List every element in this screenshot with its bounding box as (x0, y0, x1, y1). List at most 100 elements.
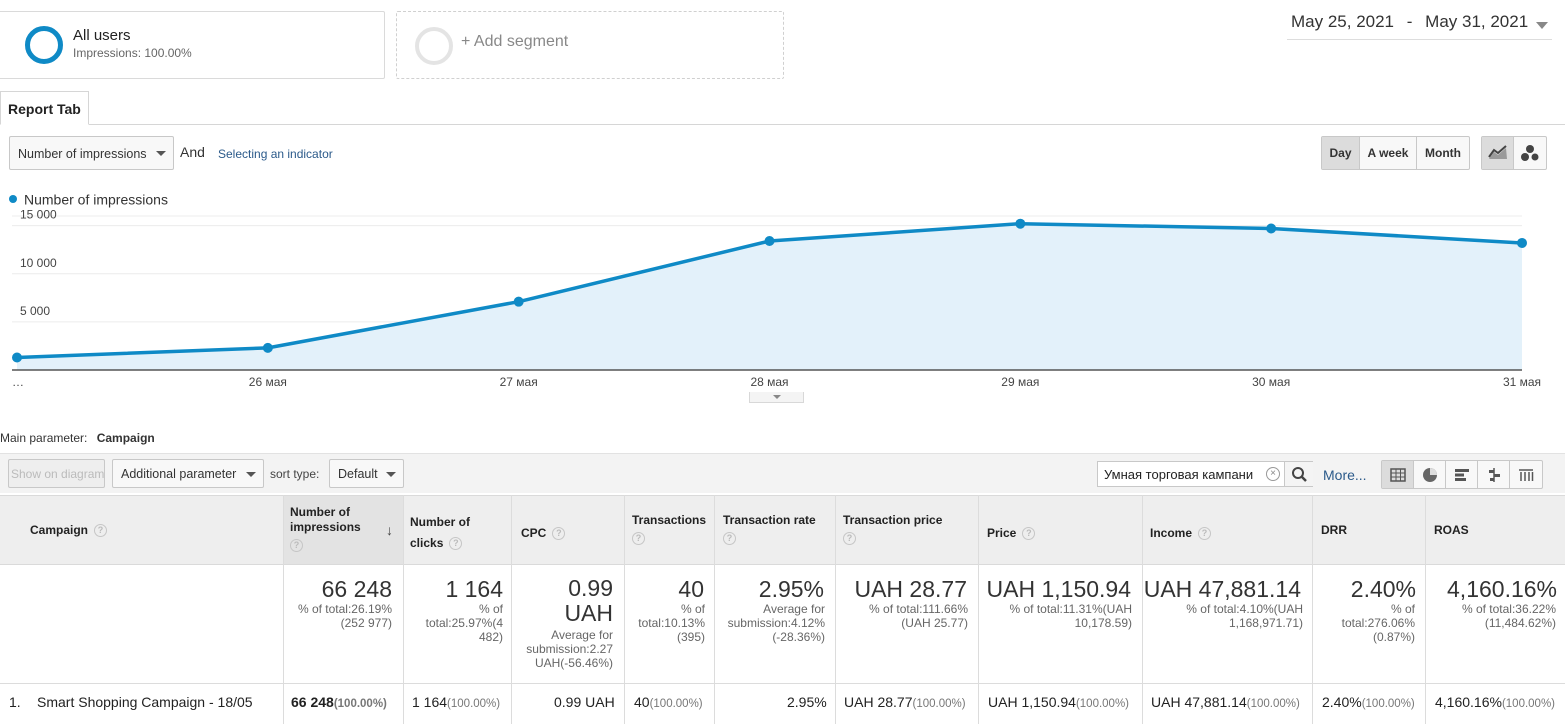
help-icon[interactable]: ? (632, 532, 645, 545)
pie-view-button[interactable] (1414, 461, 1446, 488)
total-transaction-price-note: % of total:111.66% (UAH 25.77) (869, 602, 968, 630)
x-tick-label: 28 мая (750, 375, 788, 389)
search-button[interactable] (1284, 462, 1313, 486)
chevron-down-icon (386, 471, 396, 477)
additional-parameter-label: Additional parameter (121, 467, 237, 481)
line-chart-button[interactable] (1482, 137, 1514, 169)
total-impressions: 66 248 (321, 576, 392, 602)
row-clicks: 1 164(100.00%) (412, 694, 501, 710)
help-icon[interactable]: ? (290, 539, 303, 552)
total-roas: 4,160.16% (1447, 576, 1557, 602)
header-transactions[interactable]: Transactions? (632, 513, 707, 545)
comparison-icon (1488, 467, 1500, 482)
help-icon[interactable]: ? (1198, 527, 1212, 541)
motion-chart-button[interactable] (1514, 137, 1546, 169)
additional-parameter-select[interactable]: Additional parameter (112, 459, 264, 488)
granularity-week-button[interactable]: A week (1360, 137, 1417, 169)
row-transaction-rate: 2.95% (787, 694, 827, 710)
help-icon[interactable]: ? (723, 532, 736, 545)
chevron-down-icon (156, 151, 166, 156)
row-campaign-link[interactable]: Smart Shopping Campaign - 18/05 (37, 694, 253, 710)
chart-expand-handle[interactable] (749, 392, 804, 403)
date-range-picker[interactable]: May 25, 2021 - May 31, 2021 (1287, 12, 1552, 40)
data-point (513, 296, 524, 307)
row-divider (0, 683, 1565, 684)
header-roas[interactable]: ROAS (1434, 523, 1469, 537)
line-chart-icon (1487, 145, 1507, 159)
table-view-button[interactable] (1382, 461, 1414, 488)
help-icon[interactable]: ? (94, 524, 108, 538)
header-price[interactable]: Price? (987, 526, 1036, 541)
sort-type-select[interactable]: Default (329, 459, 404, 488)
header-transaction-rate[interactable]: Transaction rate? (723, 513, 816, 545)
primary-metric-select[interactable]: Number of impressions (9, 136, 174, 170)
header-campaign[interactable]: Campaign? (30, 523, 108, 538)
tab-report[interactable]: Report Tab (0, 91, 89, 125)
total-income: UAH 47,881.14 (1143, 576, 1301, 602)
row-cpc: 0.99 UAH (554, 694, 615, 710)
comparison-view-button[interactable] (1478, 461, 1510, 488)
help-icon[interactable]: ? (1022, 527, 1036, 541)
pie-chart-icon (1422, 467, 1437, 482)
clear-search-icon[interactable]: × (1266, 467, 1280, 481)
pivot-view-button[interactable] (1510, 461, 1542, 488)
granularity-month-button[interactable]: Month (1425, 146, 1461, 160)
data-point (764, 236, 775, 247)
total-drr-note: % of total:276.06% (0.87%) (1341, 602, 1415, 644)
x-tick-label: 26 мая (249, 375, 287, 389)
row-index: 1. (9, 694, 21, 710)
series-area (17, 223, 1522, 370)
col-divider (283, 495, 284, 724)
header-drr[interactable]: DRR (1321, 523, 1347, 537)
col-divider (403, 495, 404, 724)
chart-type-toggle (1481, 136, 1547, 170)
grid-icon (1389, 467, 1406, 482)
table-view-toggle (1381, 460, 1543, 489)
help-icon[interactable]: ? (449, 537, 463, 551)
total-clicks: 1 164 (445, 576, 503, 602)
row-income: UAH 47,881.14(100.00%) (1151, 694, 1300, 710)
y-tick-label: 15 000 (20, 210, 57, 222)
data-point (1015, 218, 1026, 229)
x-tick-label: 29 мая (1001, 375, 1039, 389)
granularity-day-button[interactable]: Day (1322, 137, 1360, 169)
show-on-diagram-button[interactable]: Show on diagram (8, 459, 105, 488)
header-income[interactable]: Income? (1150, 526, 1212, 541)
row-impressions: 66 248(100.00%) (291, 694, 387, 710)
header-clicks[interactable]: Number of clicks? (410, 515, 470, 551)
total-transaction-rate-note: Average for submission:4.12% (-28.36%) (727, 602, 825, 644)
header-transaction-price[interactable]: Transaction price? (843, 513, 943, 545)
total-price-note: % of total:11.31%(UAH 10,178.59) (1009, 602, 1132, 630)
col-divider (978, 495, 979, 724)
table-header-sorted-bg (283, 496, 403, 564)
help-icon[interactable]: ? (552, 527, 566, 541)
total-drr: 2.40% (1350, 576, 1416, 602)
segment-all-users[interactable]: All users Impressions: 100.00% (0, 11, 385, 79)
total-roas-note: % of total:36.22% (11,484.62%) (1461, 602, 1556, 630)
segment-title: All users (73, 27, 131, 44)
data-point (1266, 223, 1277, 234)
help-icon[interactable]: ? (843, 532, 856, 545)
select-indicator-link[interactable]: Selecting an indicator (218, 147, 333, 161)
table-header-row (0, 495, 1565, 565)
row-transaction-price: UAH 28.77(100.00%) (844, 694, 966, 710)
segment-circle-icon (25, 26, 63, 64)
add-segment-button[interactable]: + Add segment (396, 11, 784, 79)
more-link[interactable]: More... (1323, 467, 1367, 483)
data-point (1517, 237, 1527, 248)
col-divider (714, 495, 715, 724)
col-divider (1312, 495, 1313, 724)
total-transaction-price: UAH 28.77 (854, 576, 967, 602)
header-impressions[interactable]: Number of impressions? (290, 505, 361, 552)
x-tick-label: … (12, 375, 24, 389)
main-parameter-value[interactable]: Campaign (96, 431, 155, 445)
bar-view-button[interactable] (1446, 461, 1478, 488)
sort-arrow-down-icon: ↓ (386, 522, 393, 538)
date-end: May 31, 2021 (1425, 12, 1529, 31)
table-search-input[interactable] (1098, 462, 1268, 486)
total-price: UAH 1,150.94 (986, 576, 1131, 602)
total-cpc-note: Average for submission:2.27 UAH(-56.46%) (526, 628, 613, 670)
date-start: May 25, 2021 (1291, 12, 1395, 31)
primary-metric-label: Number of impressions (18, 147, 147, 161)
header-cpc[interactable]: CPC? (521, 526, 566, 541)
